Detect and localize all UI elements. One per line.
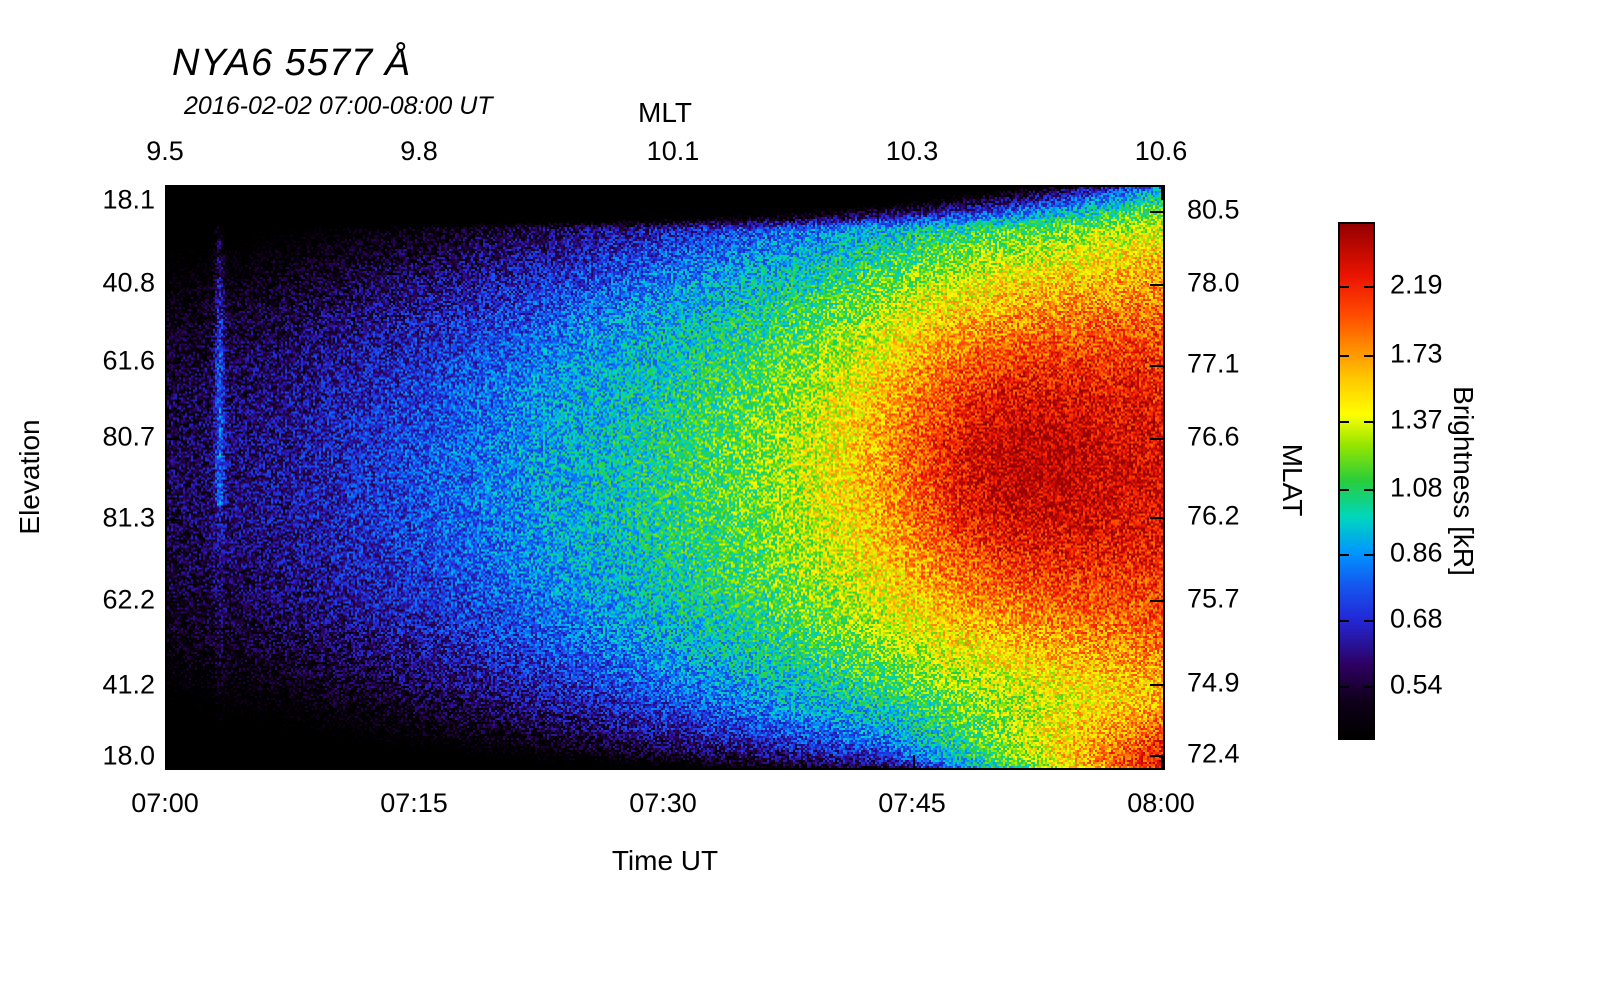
chart-subtitle: 2016-02-02 07:00-08:00 UT: [184, 92, 493, 120]
mlt-axis-title: MLT: [638, 97, 692, 128]
colorbar-tick-label: 0.54: [1390, 669, 1443, 700]
mlat-tick-label: 78.0: [1187, 267, 1240, 298]
mlat-tick-label: 72.4: [1187, 738, 1240, 769]
colorbar-tick-mark: [1340, 553, 1349, 556]
mlt-tick-label: 9.8: [400, 136, 438, 166]
heatmap-canvas: [167, 187, 1163, 768]
elevation-tick-mark: [167, 685, 180, 688]
colorbar-tick-mark: [1364, 285, 1373, 288]
mlt-tick-mark: [1161, 187, 1163, 200]
mlt-tick-mark: [913, 187, 915, 200]
colorbar-tick-mark: [1340, 685, 1349, 688]
elevation-tick-label: 18.0: [102, 740, 155, 771]
mlat-tick-label: 76.2: [1187, 500, 1240, 531]
colorbar-tick-mark: [1364, 619, 1373, 622]
mlat-tick-label: 75.7: [1187, 583, 1240, 614]
elevation-tick-labels: 18.1 40.8 61.6 80.7 81.3 62.2 41.2 18.0: [55, 184, 155, 771]
time-tick-mark: [167, 755, 169, 768]
mlat-axis-title: MLAT: [1277, 443, 1308, 517]
mlat-tick-label: 80.5: [1187, 194, 1240, 225]
elevation-tick-label: 81.3: [102, 502, 155, 533]
colorbar-tick-mark: [1340, 285, 1349, 288]
time-tick-label: 07:15: [380, 788, 448, 818]
plot-frame: [165, 185, 1165, 770]
elevation-tick-label: 80.7: [102, 421, 155, 452]
mlat-tick-mark: [1150, 364, 1163, 367]
time-tick-mark: [415, 755, 417, 768]
colorbar-tick-mark: [1340, 488, 1349, 491]
colorbar-tick-mark: [1364, 355, 1373, 358]
colorbar-tick-mark: [1364, 421, 1373, 424]
time-axis-title: Time UT: [611, 845, 719, 876]
colorbar-title: Brightness [kR]: [1448, 386, 1479, 576]
colorbar-tick-mark: [1340, 355, 1349, 358]
colorbar-tick-mark: [1364, 685, 1373, 688]
elevation-tick-mark: [167, 201, 180, 204]
colorbar-tick-mark: [1364, 553, 1373, 556]
elevation-tick-mark: [167, 437, 180, 440]
colorbar-tick-mark: [1340, 421, 1349, 424]
colorbar-canvas: [1340, 224, 1373, 738]
elevation-tick-label: 61.6: [102, 345, 155, 376]
mlat-tick-mark: [1150, 283, 1163, 286]
time-tick-label: 07:45: [878, 788, 946, 818]
colorbar-tick-label: 1.73: [1390, 338, 1443, 369]
colorbar-tick-label: 2.19: [1390, 269, 1443, 300]
mlt-tick-label: 10.3: [885, 136, 939, 166]
time-tick-label: 07:30: [629, 788, 697, 818]
colorbar-tick-label: 0.86: [1390, 537, 1443, 567]
mlat-tick-labels: 80.5 78.0 77.1 76.6 76.2 75.7 74.9 72.4: [1187, 185, 1287, 770]
elevation-tick-mark: [167, 601, 180, 604]
mlat-tick-label: 77.1: [1187, 348, 1240, 379]
mlt-tick-label: 10.6: [1134, 136, 1188, 166]
colorbar-tick-label: 0.68: [1390, 603, 1443, 634]
mlt-tick-label: 10.1: [646, 136, 700, 166]
time-tick-mark: [1161, 755, 1163, 768]
elevation-tick-label: 62.2: [102, 584, 155, 615]
elevation-tick-mark: [167, 518, 180, 521]
mlat-tick-mark: [1150, 437, 1163, 440]
time-tick-mark: [664, 755, 666, 768]
elevation-tick-mark: [167, 757, 180, 760]
elevation-tick-label: 41.2: [102, 669, 155, 700]
mlt-tick-mark: [167, 187, 169, 200]
mlat-tick-label: 74.9: [1187, 667, 1240, 698]
mlt-tick-labels: 9.5 9.8 10.1 10.3 10.6: [146, 136, 1187, 170]
elevation-tick-mark: [167, 283, 180, 286]
mlt-tick-mark: [419, 187, 422, 200]
elevation-tick-mark: [167, 362, 180, 365]
mlat-tick-mark: [1150, 600, 1163, 603]
mlat-tick-mark: [1150, 683, 1163, 686]
colorbar-tick-label: 1.37: [1390, 404, 1443, 435]
colorbar-tick-mark: [1364, 488, 1373, 491]
time-tick-label: 07:00: [131, 788, 199, 818]
elevation-axis-title: Elevation: [14, 419, 45, 535]
colorbar-tick-labels: 2.19 1.73 1.37 1.08 0.86 0.68 0.54: [1390, 222, 1480, 740]
colorbar-tick-label: 1.08: [1390, 472, 1443, 503]
time-tick-labels: 07:00 07:15 07:30 07:45 08:00: [131, 788, 1195, 822]
mlat-tick-mark: [1150, 516, 1163, 519]
mlt-tick-label: 9.5: [146, 136, 184, 166]
colorbar: [1338, 222, 1375, 740]
mlat-tick-mark: [1150, 210, 1163, 213]
mlat-tick-mark: [1150, 754, 1163, 757]
mlat-tick-label: 76.6: [1187, 421, 1240, 452]
elevation-tick-label: 18.1: [102, 184, 155, 215]
time-tick-label: 08:00: [1127, 788, 1195, 818]
time-tick-mark: [913, 755, 915, 768]
colorbar-tick-mark: [1340, 619, 1349, 622]
elevation-tick-label: 40.8: [102, 267, 155, 298]
chart-title: NYA6 5577 Å: [172, 42, 412, 84]
mlt-tick-mark: [673, 187, 676, 200]
